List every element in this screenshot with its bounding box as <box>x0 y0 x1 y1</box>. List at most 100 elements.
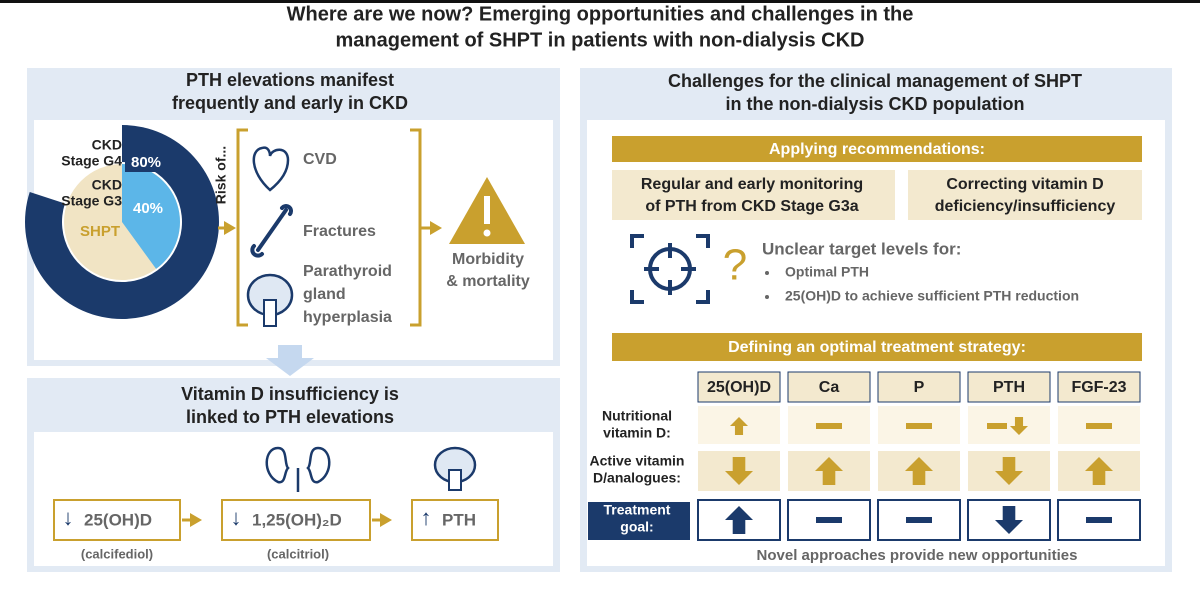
effect-arrow <box>1010 417 1028 435</box>
recommendation: of PTH from CKD Stage G3a <box>645 198 858 215</box>
step-note: (calcifediol) <box>81 546 153 561</box>
heart-icon <box>252 146 290 192</box>
segment-label: Stage G3 <box>61 193 122 209</box>
bullet <box>765 295 769 299</box>
column-header-text: FGF-23 <box>1071 379 1126 396</box>
effect-arrow <box>1085 457 1113 485</box>
effect-dash <box>906 517 932 523</box>
row-label: Nutritional <box>602 408 672 424</box>
row-label: vitamin D: <box>603 425 671 441</box>
heading: Vitamin D insufficiency is <box>181 384 399 404</box>
cell <box>968 406 1050 444</box>
row-label: goal: <box>620 519 653 535</box>
bullet <box>765 271 769 275</box>
outcome: & mortality <box>446 273 530 290</box>
step-box <box>221 499 371 541</box>
donut-arc <box>122 164 180 269</box>
outcome: Morbidity <box>452 251 524 268</box>
bone-icon <box>250 204 293 258</box>
segment-label: Stage G4 <box>61 153 122 169</box>
effect-dash <box>987 423 1007 429</box>
down-arrow <box>266 345 314 376</box>
effect-arrow <box>995 457 1023 485</box>
title: management of SHPT in patients with non-… <box>336 29 865 51</box>
warning-dot <box>483 229 491 237</box>
risk-label: Risk of... <box>213 146 229 204</box>
step-arrow: ↑ <box>421 505 432 530</box>
step-note: (calcitriol) <box>267 546 329 561</box>
target-icon <box>630 234 710 304</box>
row-label: Treatment <box>604 502 671 518</box>
column-header-text: P <box>914 379 925 396</box>
section-bar <box>612 333 1142 361</box>
recommendation-box <box>612 170 895 220</box>
value-box <box>125 152 167 172</box>
footer: Novel approaches provide new opportuniti… <box>757 547 1078 564</box>
center-label: SHPT <box>80 223 120 240</box>
arrow <box>224 221 236 235</box>
warning-mark <box>484 196 490 224</box>
effect-dash <box>1086 517 1112 523</box>
effect-arrow <box>815 457 843 485</box>
step-text: 25(OH)D <box>84 510 152 529</box>
kidney-icon <box>265 446 331 492</box>
effect-arrow <box>995 506 1023 534</box>
recommendation-box <box>908 170 1142 220</box>
effect-dash <box>816 517 842 523</box>
effect-arrow <box>905 457 933 485</box>
column-header <box>1057 371 1141 403</box>
section-bar <box>612 136 1142 162</box>
row-label: Active vitamin <box>590 453 685 469</box>
heading: Challenges for the clinical management o… <box>668 71 1082 91</box>
question-mark: ? <box>723 241 747 290</box>
trachea-icon <box>263 299 277 327</box>
value-label: 40% <box>133 200 163 217</box>
heading: linked to PTH elevations <box>186 407 394 427</box>
bullet-text: 25(OH)D to achieve sufficient PTH reduct… <box>785 288 1079 304</box>
segment-label: CKD <box>92 177 122 193</box>
donut-arc <box>24 125 219 319</box>
goal-box <box>588 502 690 540</box>
unclear-title: Unclear target levels for: <box>762 239 961 258</box>
column-header <box>787 371 871 403</box>
risk: Parathyroid <box>303 263 392 280</box>
step-text: 1,25(OH)₂D <box>252 510 342 529</box>
trachea-icon <box>448 469 462 491</box>
effect-arrow <box>730 417 748 435</box>
arrow <box>380 513 392 527</box>
target-icon <box>644 243 696 295</box>
heading: frequently and early in CKD <box>172 93 408 113</box>
effect-arrow <box>725 457 753 485</box>
arrow <box>430 221 442 235</box>
risk: CVD <box>303 151 337 168</box>
recommendation: Correcting vitamin D <box>946 176 1103 193</box>
section-title: Defining an optimal treatment strategy: <box>728 339 1026 356</box>
title: Where are we now? Emerging opportunities… <box>287 3 914 25</box>
arrow <box>190 513 202 527</box>
step-arrow: ↓ <box>231 505 242 530</box>
column-header <box>697 371 781 403</box>
effect-dash <box>906 423 932 429</box>
risk: Fractures <box>303 223 376 240</box>
step-box <box>411 499 499 541</box>
column-header-text: PTH <box>993 379 1025 396</box>
column-header-text: 25(OH)D <box>707 379 771 396</box>
heading: in the non-dialysis CKD population <box>726 94 1025 114</box>
column-header <box>877 371 961 403</box>
step-arrow: ↓ <box>63 505 74 530</box>
effect-arrow <box>725 506 753 534</box>
risk: hyperplasia <box>303 309 392 326</box>
recommendation: deficiency/insufficiency <box>935 198 1116 215</box>
value-label: 80% <box>131 154 161 171</box>
bullet-text: Optimal PTH <box>785 264 869 280</box>
segment-label: CKD <box>92 137 122 153</box>
column-header <box>967 371 1051 403</box>
row-label: D/analogues: <box>593 470 681 486</box>
step-box <box>53 499 181 541</box>
step-text: PTH <box>442 510 476 529</box>
risk: gland <box>303 286 346 303</box>
section-title: Applying recommendations: <box>769 141 985 158</box>
effect-dash <box>1086 423 1112 429</box>
